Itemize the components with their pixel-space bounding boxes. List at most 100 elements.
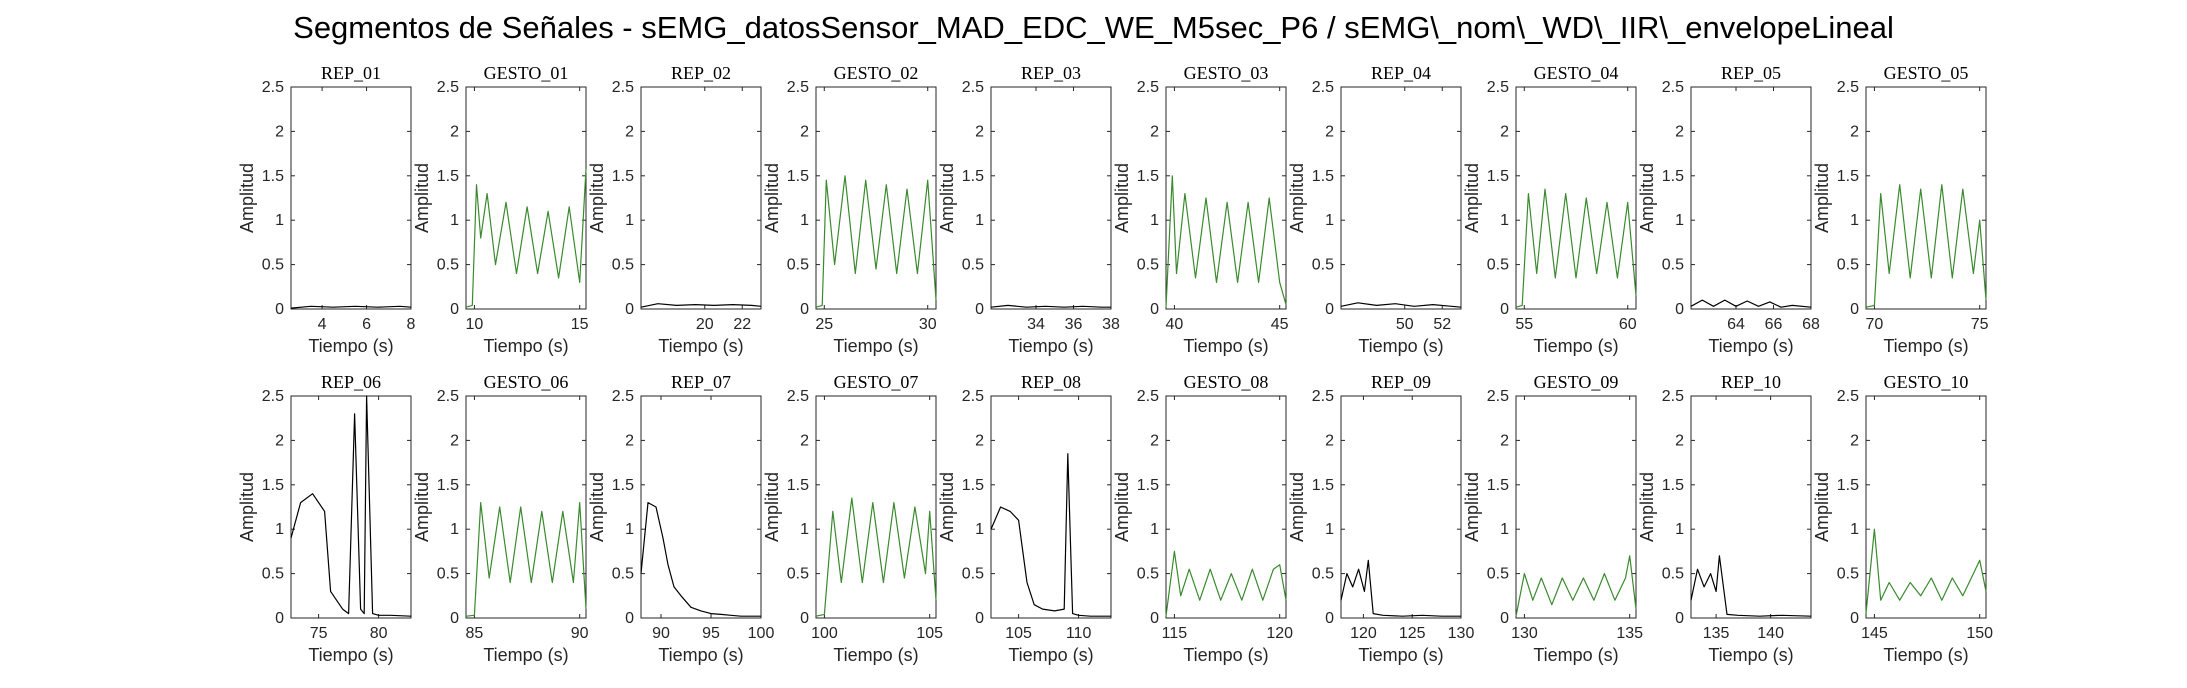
y-tick-label: 2.5 <box>787 79 809 96</box>
axes-box <box>1515 395 1637 619</box>
axes-box <box>640 395 762 619</box>
y-tick-label: 1.5 <box>1837 477 1859 494</box>
subplot-15: REP_08 0 0.5 1 1.5 2 2.5 105 110 Tiempo (s) Amplit… <box>937 372 1112 665</box>
y-tick-label: 0.5 <box>262 257 284 274</box>
y-tick-label: 0 <box>800 610 809 627</box>
subplot-5: REP_03 0 0.5 1 1.5 2 2.5 34 36 38 Tiempo (s) Amplit… <box>937 63 1120 356</box>
signal-line <box>1865 528 1987 614</box>
x-axis-label: Tiempo (s) <box>1183 336 1268 356</box>
signal-line <box>1690 299 1812 308</box>
y-tick-label: 0 <box>450 301 459 318</box>
y-axis-label: Amplitud <box>1812 472 1832 542</box>
y-tick-label: 1.5 <box>787 168 809 185</box>
subplot-title: REP_03 <box>1021 63 1081 83</box>
y-tick-label: 0.5 <box>962 257 984 274</box>
signal-line <box>1865 184 1987 308</box>
y-axis-label: Amplitud <box>412 163 432 233</box>
y-tick-label: 1.5 <box>262 168 284 185</box>
y-tick-label: 2 <box>1325 432 1334 449</box>
x-tick-label: 4 <box>318 316 327 333</box>
x-tick-label: 8 <box>407 316 416 333</box>
x-tick-label: 145 <box>1861 625 1888 642</box>
x-tick-label: 36 <box>1065 316 1083 333</box>
y-tick-label: 2.5 <box>1662 388 1684 405</box>
y-tick-label: 0.5 <box>1837 566 1859 583</box>
y-tick-label: 2 <box>1850 432 1859 449</box>
x-axis-label: Tiempo (s) <box>1533 336 1618 356</box>
y-tick-label: 2 <box>1850 123 1859 140</box>
x-tick-label: 6 <box>362 316 371 333</box>
y-tick-label: 1.5 <box>1662 168 1684 185</box>
subplot-16: GESTO_08 0 0.5 1 1.5 2 2.5 115 120 Tiempo (s) Ampl… <box>1112 372 1293 665</box>
y-axis-label: Amplitud <box>762 163 782 233</box>
axes-box <box>465 86 587 310</box>
x-tick-label: 66 <box>1765 316 1783 333</box>
y-tick-label: 1 <box>1500 212 1509 229</box>
x-tick-label: 30 <box>919 316 937 333</box>
x-tick-label: 105 <box>1005 625 1032 642</box>
y-tick-label: 0 <box>1150 301 1159 318</box>
y-tick-label: 1 <box>625 521 634 538</box>
y-tick-label: 1 <box>800 212 809 229</box>
y-axis-label: Amplitud <box>587 163 607 233</box>
y-tick-label: 1 <box>800 521 809 538</box>
x-axis-label: Tiempo (s) <box>833 336 918 356</box>
y-tick-label: 0.5 <box>262 566 284 583</box>
y-tick-label: 2.5 <box>612 79 634 96</box>
x-axis-label: Tiempo (s) <box>1358 336 1443 356</box>
y-tick-label: 1 <box>450 212 459 229</box>
signal-line <box>1340 302 1462 308</box>
y-tick-label: 2 <box>1500 123 1509 140</box>
axes-box <box>290 86 412 310</box>
y-axis-label: Amplitud <box>937 163 957 233</box>
y-tick-label: 0.5 <box>1662 257 1684 274</box>
y-axis-label: Amplitud <box>1287 163 1307 233</box>
y-tick-label: 1 <box>625 212 634 229</box>
y-tick-label: 1 <box>1325 212 1334 229</box>
x-axis-label: Tiempo (s) <box>658 645 743 665</box>
subplot-title: GESTO_09 <box>1534 372 1619 392</box>
y-tick-label: 2 <box>275 123 284 140</box>
x-tick-label: 55 <box>1515 316 1533 333</box>
subplot-3: REP_02 0 0.5 1 1.5 2 2.5 20 22 Tiempo (s) Amplitud <box>587 63 762 356</box>
y-tick-label: 0.5 <box>1487 257 1509 274</box>
x-tick-label: 45 <box>1271 316 1289 333</box>
y-tick-label: 2.5 <box>612 388 634 405</box>
y-tick-label: 2.5 <box>1137 79 1159 96</box>
x-axis-label: Tiempo (s) <box>308 645 393 665</box>
y-tick-label: 2 <box>450 123 459 140</box>
y-tick-label: 1.5 <box>1662 477 1684 494</box>
y-tick-label: 2 <box>625 123 634 140</box>
x-tick-label: 150 <box>1966 625 1993 642</box>
y-tick-label: 1 <box>1850 521 1859 538</box>
subplot-7: REP_04 0 0.5 1 1.5 2 2.5 50 52 Tiempo (s) Amplitud <box>1287 63 1462 356</box>
y-tick-label: 1.5 <box>612 477 634 494</box>
subplot-title: GESTO_03 <box>1184 63 1269 83</box>
y-tick-label: 0.5 <box>1312 257 1334 274</box>
y-tick-label: 0 <box>1325 610 1334 627</box>
subplot-18: GESTO_09 0 0.5 1 1.5 2 2.5 130 135 Tiempo (s) Ampl… <box>1462 372 1643 665</box>
y-tick-label: 2.5 <box>1662 79 1684 96</box>
signal-line <box>465 168 587 308</box>
y-tick-label: 2.5 <box>962 388 984 405</box>
y-tick-label: 0 <box>1500 610 1509 627</box>
y-tick-label: 0.5 <box>1662 566 1684 583</box>
x-tick-label: 85 <box>466 625 484 642</box>
y-tick-label: 1 <box>275 212 284 229</box>
x-axis-label: Tiempo (s) <box>1533 645 1618 665</box>
y-tick-label: 0.5 <box>1487 566 1509 583</box>
y-tick-label: 2.5 <box>262 79 284 96</box>
y-tick-label: 1 <box>1325 521 1334 538</box>
y-tick-label: 0 <box>975 301 984 318</box>
x-axis-label: Tiempo (s) <box>308 336 393 356</box>
y-axis-label: Amplitud <box>587 472 607 542</box>
y-tick-label: 2.5 <box>962 79 984 96</box>
y-tick-label: 1.5 <box>1137 477 1159 494</box>
y-tick-label: 2 <box>625 432 634 449</box>
y-tick-label: 1 <box>1500 521 1509 538</box>
x-tick-label: 50 <box>1396 316 1414 333</box>
y-axis-label: Amplitud <box>1462 163 1482 233</box>
